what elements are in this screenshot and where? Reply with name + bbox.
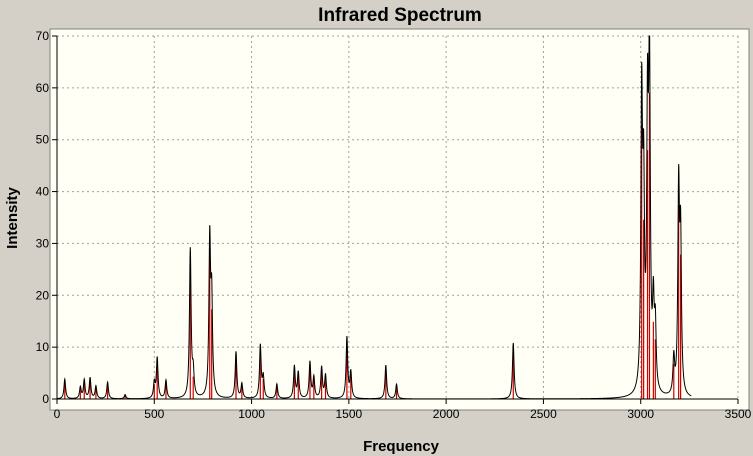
x-tick-label: 0 xyxy=(54,407,61,421)
y-tick-label: 10 xyxy=(36,340,50,354)
x-tick-label: 3500 xyxy=(725,407,752,421)
y-tick-label: 50 xyxy=(36,133,50,147)
x-ticks: 0 500 1000 1500 2000 2500 3000 3500 xyxy=(54,399,752,421)
stick-lines xyxy=(64,92,682,399)
x-tick-label: 500 xyxy=(144,407,164,421)
y-tick-label: 20 xyxy=(36,288,50,302)
plot-area xyxy=(49,28,750,411)
chart-title: Infrared Spectrum xyxy=(318,5,482,26)
x-axis-label: Frequency xyxy=(363,438,440,455)
grid-lines xyxy=(57,35,739,399)
x-tick-label: 1000 xyxy=(238,407,265,421)
y-tick-label: 40 xyxy=(36,185,50,199)
y-ticks: 0 10 20 30 40 50 60 70 xyxy=(36,29,57,406)
y-tick-label: 30 xyxy=(36,236,50,250)
x-tick-label: 3000 xyxy=(627,407,654,421)
y-axis-label: Intensity xyxy=(4,187,21,249)
x-tick-label: 2500 xyxy=(530,407,557,421)
y-tick-label: 0 xyxy=(42,392,49,406)
x-tick-label: 1500 xyxy=(336,407,363,421)
x-tick-label: 2000 xyxy=(433,407,460,421)
y-tick-label: 60 xyxy=(36,81,50,95)
y-tick-label: 70 xyxy=(36,29,50,43)
